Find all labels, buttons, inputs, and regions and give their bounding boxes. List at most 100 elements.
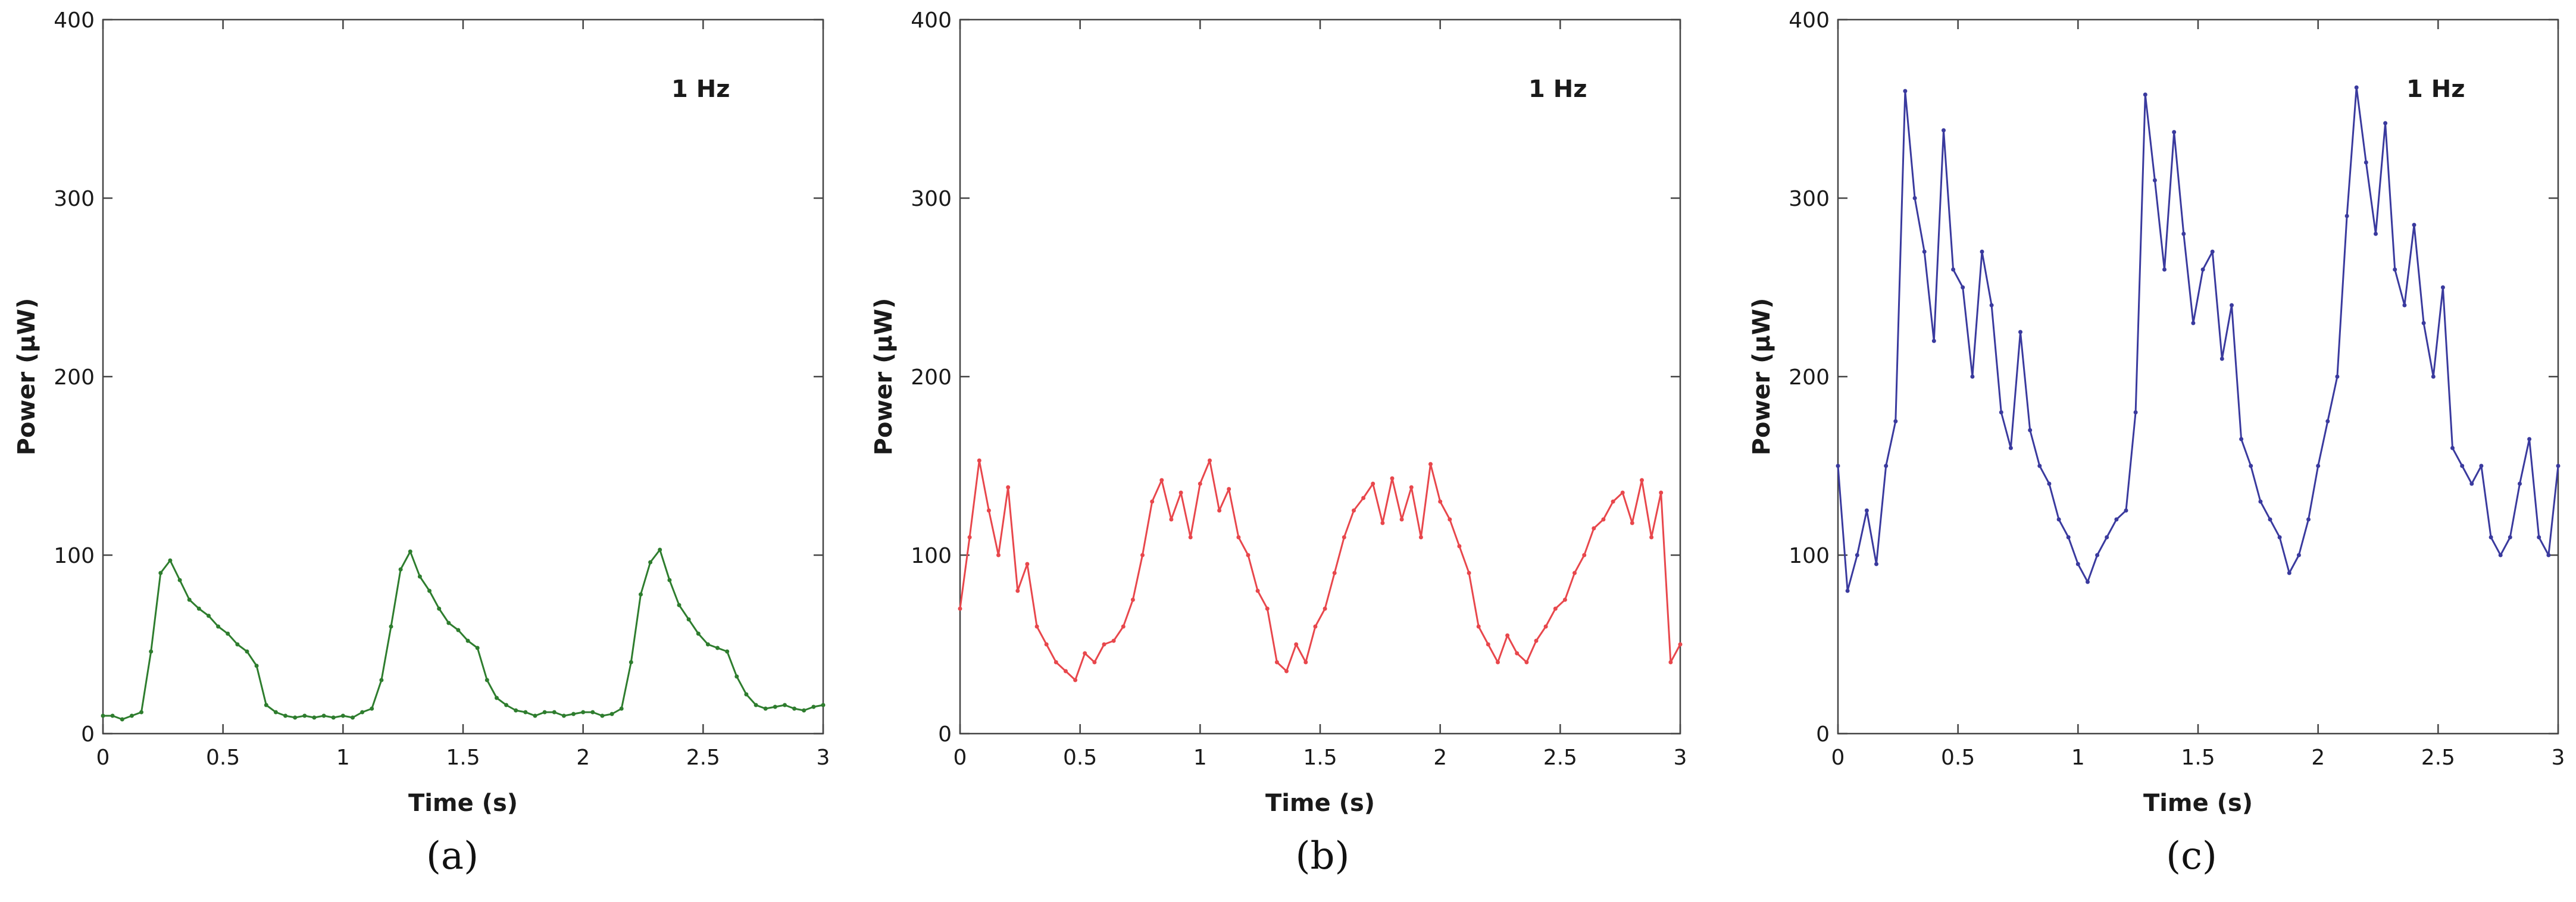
data-point	[408, 549, 412, 554]
data-point	[1274, 660, 1279, 665]
data-point	[370, 706, 374, 711]
frequency-annotation: 1 Hz	[671, 76, 730, 103]
data-point	[207, 613, 211, 618]
data-point	[2258, 499, 2263, 504]
data-point	[1836, 463, 1840, 468]
data-point	[1496, 660, 1500, 665]
data-point	[1227, 487, 1231, 491]
data-point	[2162, 267, 2167, 272]
data-point	[177, 578, 182, 582]
data-point	[1611, 499, 1615, 504]
data-point	[1303, 660, 1308, 665]
data-point	[1284, 669, 1289, 674]
data-point	[1380, 521, 1385, 525]
plot-frame	[102, 18, 824, 735]
data-point	[360, 710, 365, 715]
data-point	[1294, 642, 1299, 647]
data-point	[1874, 562, 1878, 566]
plot-frame	[959, 18, 1681, 735]
data-point	[763, 706, 768, 711]
data-point	[196, 606, 201, 611]
data-point	[120, 717, 124, 722]
data-point	[725, 649, 730, 654]
data-point	[2556, 463, 2561, 468]
data-point	[379, 678, 384, 682]
data-point	[1409, 485, 1414, 490]
data-point	[139, 710, 143, 715]
data-point	[2508, 535, 2512, 540]
data-point	[2354, 85, 2359, 90]
data-point	[571, 712, 576, 716]
series-line	[103, 549, 824, 721]
data-point	[1951, 267, 1956, 272]
data-point	[1582, 553, 1587, 558]
y-tick-label: 100	[911, 544, 952, 568]
data-point	[1903, 89, 1908, 93]
data-point	[715, 646, 720, 650]
data-point	[321, 713, 326, 718]
data-point	[1573, 571, 1577, 575]
data-point	[2152, 178, 2157, 183]
data-point	[996, 553, 1001, 558]
data-point	[2028, 428, 2033, 433]
x-tick-label: 1	[336, 746, 350, 770]
data-point	[1053, 660, 1058, 665]
data-point	[2431, 374, 2436, 379]
data-point	[1006, 485, 1011, 490]
data-point	[609, 712, 614, 716]
data-point	[977, 458, 981, 463]
data-point	[1198, 481, 1202, 486]
panel-a: 0 0.5 1 1.5 2 2.5 3 0 100 200 300 400 1 Hz Time (s) Po…	[13, 8, 830, 878]
y-tick-label: 0	[938, 722, 952, 747]
data-point	[1630, 521, 1634, 525]
data-point	[1534, 638, 1539, 643]
y-tick-label: 300	[1789, 187, 1830, 211]
data-point	[1922, 249, 1927, 254]
data-point	[1342, 535, 1346, 540]
y-axis-title: Power (μW)	[13, 298, 40, 456]
panel-b: 0 0.5 1 1.5 2 2.5 3 0 100 200 300 400 1 Hz Time (s) Po…	[870, 8, 1687, 878]
data-point	[619, 706, 624, 711]
data-point	[2249, 463, 2253, 468]
data-point	[2402, 303, 2407, 308]
y-tick-label: 200	[54, 365, 95, 390]
data-point	[2527, 437, 2532, 441]
data-point	[1140, 553, 1145, 558]
data-point	[1893, 419, 1898, 424]
data-point	[273, 710, 278, 715]
x-tick-label: 1	[2071, 746, 2085, 770]
data-point	[1912, 196, 1917, 201]
data-point	[1620, 490, 1625, 495]
data-point	[1457, 544, 1462, 549]
data-point	[2364, 160, 2368, 165]
y-tick-label: 100	[1789, 544, 1830, 568]
data-point	[417, 574, 422, 579]
data-point	[235, 642, 240, 647]
data-point	[1188, 535, 1193, 540]
data-point	[677, 603, 681, 607]
data-point	[2105, 535, 2109, 540]
data-point	[2306, 517, 2311, 522]
data-point	[2181, 231, 2186, 236]
data-point	[1092, 660, 1097, 665]
data-point	[484, 678, 489, 682]
data-point	[629, 660, 633, 665]
data-point	[2393, 267, 2397, 272]
data-point	[2219, 356, 2224, 361]
y-tick-label: 200	[1789, 365, 1830, 390]
data-point	[1486, 642, 1490, 647]
data-point	[1640, 478, 1644, 483]
data-point	[523, 710, 528, 715]
data-point	[705, 642, 710, 647]
y-tick-label: 400	[911, 8, 952, 33]
data-point	[1592, 526, 1596, 531]
data-point	[1524, 660, 1529, 665]
data-point	[2460, 463, 2465, 468]
data-point	[2191, 321, 2196, 325]
data-point	[2287, 571, 2291, 575]
series-line	[959, 459, 1681, 681]
data-point	[1121, 624, 1126, 629]
data-point	[1217, 508, 1222, 513]
data-point	[1476, 624, 1481, 629]
data-point	[2124, 508, 2128, 513]
